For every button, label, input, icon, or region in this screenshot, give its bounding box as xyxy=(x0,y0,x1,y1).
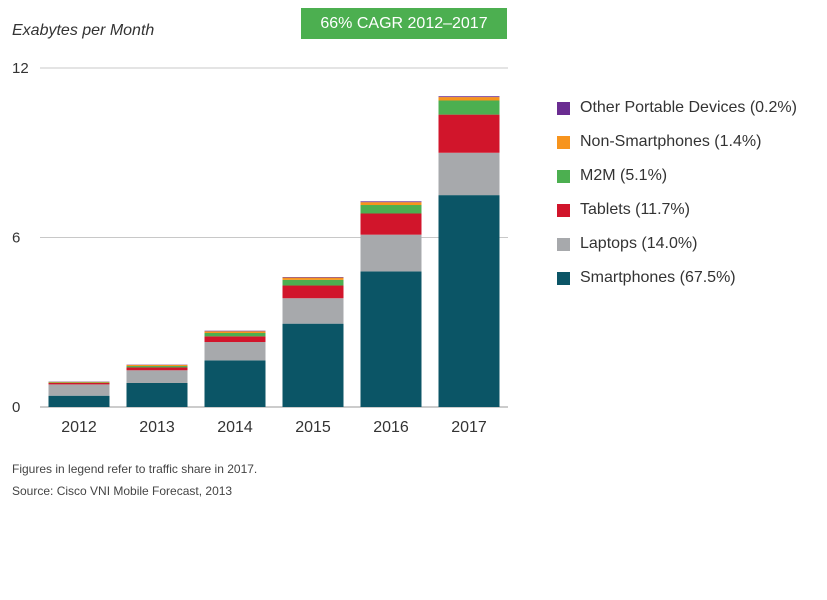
legend-swatch xyxy=(557,101,570,115)
footnote-legend-note: Figures in legend refer to traffic share… xyxy=(12,462,258,476)
bar-2014-series-3 xyxy=(204,332,266,337)
legend-item: Other Portable Devices (0.2%) xyxy=(557,91,797,125)
legend-label: M2M (5.1%) xyxy=(580,167,668,184)
footnote-source: Source: Cisco VNI Mobile Forecast, 2013 xyxy=(12,484,233,498)
bar-2013-series-4 xyxy=(126,364,188,367)
bar-2015-series-1 xyxy=(282,298,344,324)
legend-label: Smartphones (67.5%) xyxy=(580,269,736,286)
bar-2017-series-1 xyxy=(438,152,500,196)
bar-2016-series-4 xyxy=(360,202,422,206)
bar-2014-series-0 xyxy=(204,360,266,407)
x-tick-label: 2015 xyxy=(295,419,331,436)
x-tick-label: 2012 xyxy=(61,419,97,436)
legend-label: Non-Smartphones (1.4%) xyxy=(580,133,762,150)
bar-2017-series-0 xyxy=(438,195,500,407)
y-tick-label: 12 xyxy=(12,60,29,77)
legend-item: Tablets (11.7%) xyxy=(557,193,797,227)
bar-2012-series-3 xyxy=(48,382,110,383)
legend-swatch xyxy=(557,169,570,183)
bar-2016-series-3 xyxy=(360,205,422,214)
legend-label: Tablets (11.7%) xyxy=(580,201,690,218)
bar-2015-series-0 xyxy=(282,323,344,407)
bar-2013-series-3 xyxy=(126,366,188,368)
bar-2015-series-4 xyxy=(282,277,344,280)
bar-2016-series-2 xyxy=(360,213,422,235)
y-tick-label: 6 xyxy=(12,230,20,247)
legend-swatch xyxy=(557,271,570,285)
bar-2015-series-5 xyxy=(282,277,344,278)
legend-label: Laptops (14.0%) xyxy=(580,235,698,252)
bar-2015-series-2 xyxy=(282,285,344,299)
x-tick-label: 2017 xyxy=(451,419,487,436)
x-tick-label: 2014 xyxy=(217,419,253,436)
legend: Other Portable Devices (0.2%) Non-Smartph… xyxy=(557,91,797,295)
bar-2012-series-1 xyxy=(48,384,110,396)
bar-2016-series-5 xyxy=(360,201,422,203)
bar-2015-series-3 xyxy=(282,279,344,286)
x-tick-label: 2016 xyxy=(373,419,409,436)
bar-2017-series-3 xyxy=(438,100,500,115)
legend-item: Non-Smartphones (1.4%) xyxy=(557,125,797,159)
bar-2014-series-1 xyxy=(204,342,266,361)
bar-2014-series-5 xyxy=(204,330,266,332)
bar-2017-series-5 xyxy=(438,96,500,98)
legend-item: M2M (5.1%) xyxy=(557,159,797,193)
legend-swatch xyxy=(557,237,570,251)
bar-2017-series-4 xyxy=(438,97,500,101)
x-tick-label: 2013 xyxy=(139,419,175,436)
bar-2012-series-4 xyxy=(48,381,110,383)
cagr-badge: 66% CAGR 2012–2017 xyxy=(301,8,507,39)
bar-2014-series-2 xyxy=(204,336,266,343)
y-axis-label: Exabytes per Month xyxy=(12,22,155,39)
bar-2013-series-0 xyxy=(126,382,188,407)
bar-2016-series-1 xyxy=(360,234,422,272)
bar-2014-series-4 xyxy=(204,331,266,333)
y-tick-label: 0 xyxy=(12,399,20,416)
legend-item: Smartphones (67.5%) xyxy=(557,261,797,295)
bar-2013-series-1 xyxy=(126,370,188,383)
bar-2017-series-2 xyxy=(438,114,500,153)
legend-swatch xyxy=(557,135,570,149)
bar-2012-series-2 xyxy=(48,382,110,385)
legend-item: Laptops (14.0%) xyxy=(557,227,797,261)
bar-2016-series-0 xyxy=(360,271,422,407)
bar-2013-series-2 xyxy=(126,367,188,371)
legend-label: Other Portable Devices (0.2%) xyxy=(580,99,797,116)
legend-swatch xyxy=(557,203,570,217)
bar-2012-series-0 xyxy=(48,395,110,407)
